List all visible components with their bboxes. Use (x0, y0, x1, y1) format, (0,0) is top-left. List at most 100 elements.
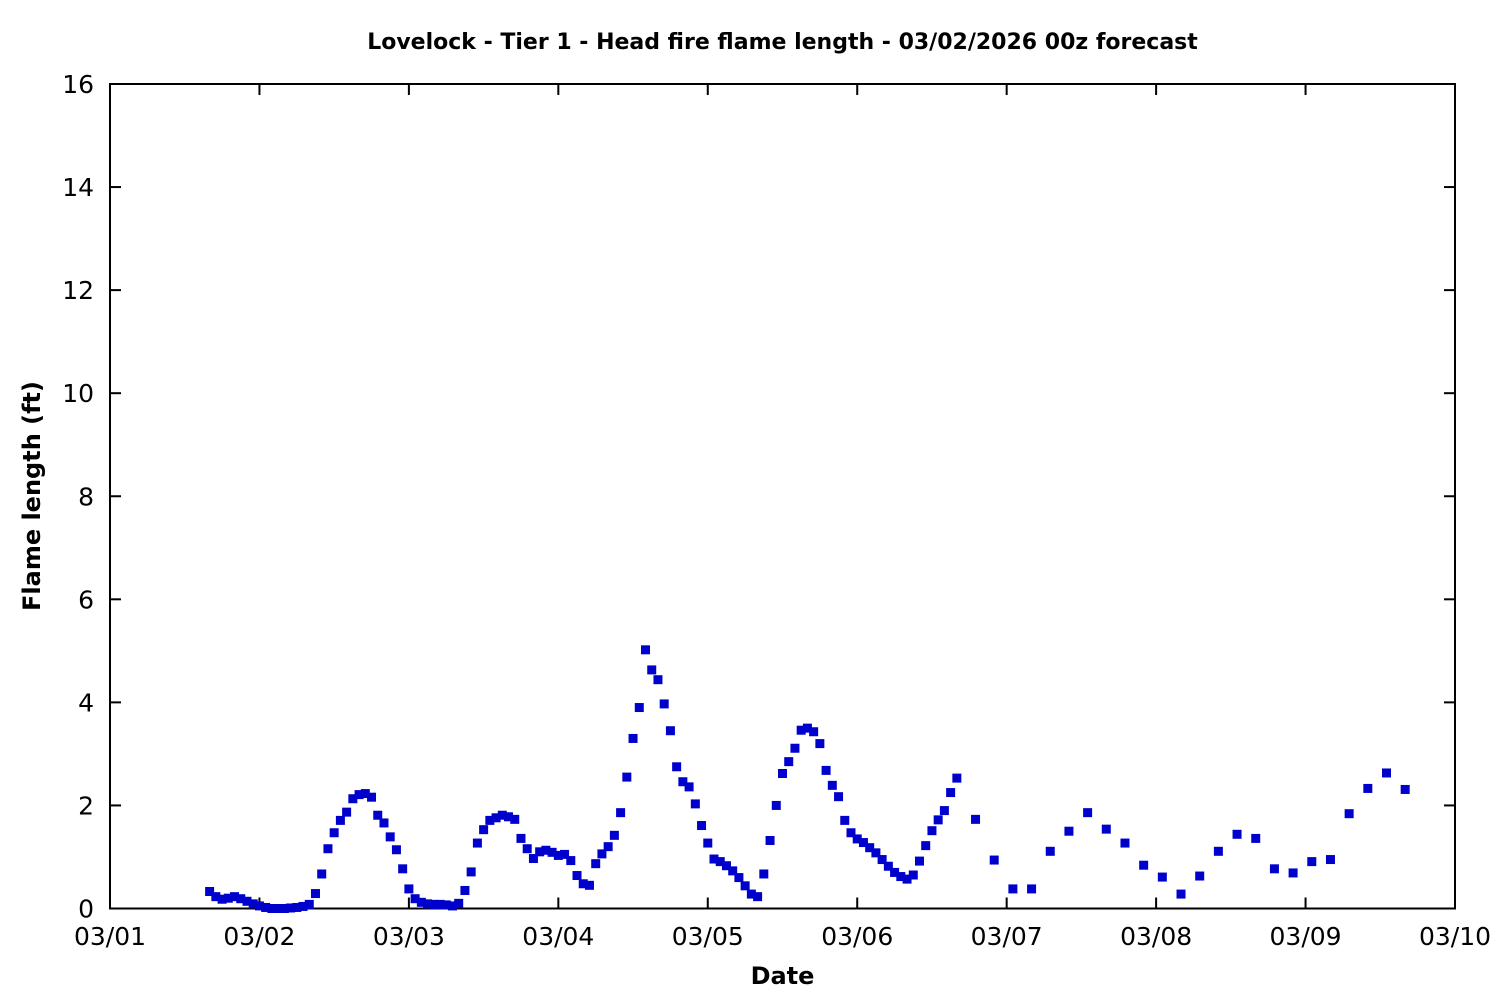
data-point-marker (591, 859, 601, 869)
data-point-marker (578, 879, 588, 889)
data-point-marker (248, 899, 258, 909)
data-point-marker (323, 844, 333, 854)
data-point-marker (1232, 829, 1242, 839)
data-point-marker (242, 896, 252, 906)
data-point-marker (1139, 860, 1149, 870)
data-point-marker (902, 874, 912, 884)
data-point-marker (535, 847, 545, 857)
data-point-marker (566, 856, 576, 866)
data-point-marker (709, 854, 719, 864)
x-tick-label: 03/08 (1120, 922, 1192, 951)
data-point-marker (908, 870, 918, 880)
data-point-marker (728, 866, 738, 876)
data-point-marker (286, 903, 296, 913)
data-point-marker (827, 780, 837, 790)
data-point-marker (616, 808, 626, 818)
data-point-marker (310, 889, 320, 899)
data-point-marker (802, 723, 812, 733)
data-point-marker (1120, 838, 1130, 848)
data-point-marker (796, 725, 806, 735)
data-point-marker (753, 892, 763, 902)
data-point-marker (1045, 846, 1055, 856)
data-point-marker (360, 789, 370, 799)
data-point-marker (1176, 889, 1186, 899)
x-tick-label: 03/02 (223, 922, 295, 951)
data-point-marker (609, 830, 619, 840)
x-tick-label: 03/03 (373, 922, 445, 951)
data-point-marker (865, 843, 875, 853)
data-point-marker (871, 848, 881, 858)
y-tick-label: 12 (62, 276, 94, 305)
data-point-marker (703, 838, 713, 848)
data-point-marker (1251, 833, 1261, 843)
y-tick-label: 14 (62, 173, 94, 202)
data-point-marker (454, 898, 464, 908)
data-point-marker (373, 810, 383, 820)
data-point-marker (217, 894, 227, 904)
data-point-marker (1101, 824, 1111, 834)
data-point-marker (416, 897, 426, 907)
data-point-marker (890, 867, 900, 877)
data-point-marker (1008, 884, 1018, 894)
data-point-marker (815, 739, 825, 749)
data-point-marker (485, 815, 495, 825)
data-point-marker (522, 844, 532, 854)
data-point-marker (479, 825, 489, 835)
data-point-marker (634, 703, 644, 713)
y-tick-label: 8 (78, 482, 94, 511)
data-point-marker (840, 815, 850, 825)
data-point-marker (914, 856, 924, 866)
data-point-marker (1213, 846, 1223, 856)
data-point-marker (273, 904, 283, 913)
data-point-marker (765, 835, 775, 845)
data-point-marker (261, 902, 271, 912)
x-tick-label: 03/04 (522, 922, 594, 951)
data-point-marker (423, 899, 433, 909)
data-point-marker (790, 743, 800, 753)
data-point-marker (584, 880, 594, 890)
data-point-marker (528, 854, 538, 864)
data-point-marker (971, 814, 981, 824)
data-point-marker (939, 806, 949, 816)
x-tick-label: 03/07 (971, 922, 1043, 951)
data-point-marker (223, 893, 233, 903)
data-point-marker (946, 788, 956, 798)
data-point-marker (821, 765, 831, 775)
y-tick-label: 4 (78, 688, 94, 717)
data-point-marker (335, 815, 345, 825)
data-point-marker (715, 857, 725, 867)
data-point-marker (746, 889, 756, 899)
data-point-marker (628, 733, 638, 743)
data-point-marker (989, 855, 999, 865)
data-point-marker (491, 813, 501, 823)
data-point-marker (771, 800, 781, 810)
data-point-marker (1195, 871, 1205, 881)
data-point-marker (342, 807, 352, 817)
data-point-marker (429, 899, 439, 909)
data-point-marker (734, 873, 744, 883)
data-point-marker (653, 675, 663, 685)
x-tick-label: 03/09 (1270, 922, 1342, 951)
x-axis-label: Date (750, 962, 815, 990)
data-point-marker (597, 849, 607, 859)
x-tick-label: 03/01 (74, 922, 146, 951)
data-point-marker (858, 838, 868, 848)
data-point-marker (398, 864, 408, 874)
data-point-marker (497, 810, 507, 820)
data-point-marker (721, 861, 731, 871)
data-point-marker (560, 849, 570, 859)
data-point-marker (622, 772, 632, 782)
data-point-marker (510, 814, 520, 824)
plot-border (109, 83, 1456, 910)
data-point-marker (672, 762, 682, 772)
data-point-marker (883, 861, 893, 871)
data-point-marker (516, 833, 526, 843)
data-point-marker (547, 847, 557, 857)
data-point-marker (1157, 872, 1167, 882)
data-point-marker (435, 899, 445, 909)
y-tick-label: 10 (62, 379, 94, 408)
data-point-marker (933, 815, 943, 825)
data-point-marker (385, 832, 395, 842)
data-point-marker (1083, 808, 1093, 818)
data-point-marker (317, 869, 327, 879)
